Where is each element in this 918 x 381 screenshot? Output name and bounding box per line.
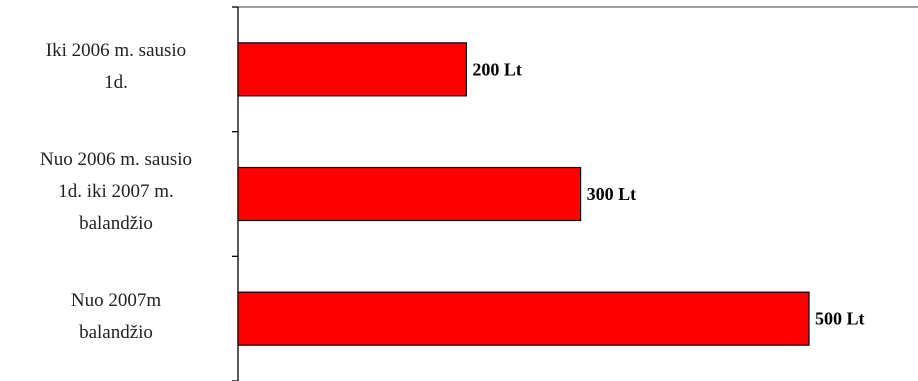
data-label-1: 300 Lt	[587, 184, 637, 204]
category-label-line: 1d.	[104, 72, 128, 94]
data-label-0: 200 Lt	[472, 59, 522, 79]
bar-1	[237, 166, 582, 222]
bar-0	[237, 42, 467, 97]
category-label-line: 1d. iki 2007 m.	[58, 181, 174, 202]
data-label-2: 500 Lt	[815, 309, 865, 329]
category-label-line: balandžio	[79, 213, 153, 234]
category-label-line: balandžio	[79, 321, 153, 343]
category-label-2: Nuo 2007m balandžio	[5, 285, 227, 349]
bar-2	[237, 291, 810, 346]
category-label-1: Nuo 2006 m. sausio 1d. iki 2007 m. balandž…	[5, 144, 227, 240]
category-label-line: Iki 2006 m. sausio	[45, 40, 187, 62]
category-label-line: Nuo 2007m	[70, 289, 162, 311]
category-label-0: Iki 2006 m. sausio 1d.	[5, 35, 227, 99]
category-label-line: Nuo 2006 m. sausio	[40, 149, 192, 170]
